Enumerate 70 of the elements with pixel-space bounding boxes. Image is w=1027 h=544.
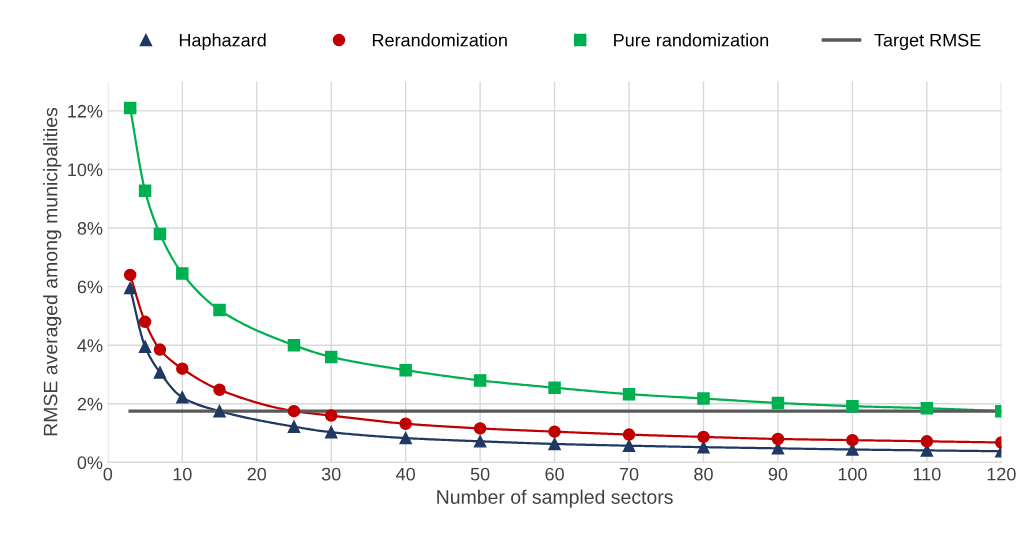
point bbox=[846, 399, 859, 413]
x-tick-label: 10 bbox=[173, 467, 192, 481]
point bbox=[697, 440, 710, 454]
point bbox=[920, 401, 934, 415]
x-tick-label: 60 bbox=[545, 467, 564, 481]
point bbox=[697, 392, 710, 405]
point bbox=[138, 340, 152, 353]
point bbox=[697, 430, 710, 444]
point bbox=[153, 227, 167, 241]
point bbox=[176, 362, 189, 375]
y-tick-label: 2% bbox=[77, 397, 103, 411]
x-tick-label: 110 bbox=[913, 467, 941, 481]
legend-label: Rerandomization bbox=[372, 33, 507, 47]
point bbox=[138, 315, 152, 329]
point bbox=[473, 422, 487, 435]
point bbox=[846, 433, 859, 447]
y-tick-label: 6% bbox=[77, 280, 103, 294]
x-tick-label: 100 bbox=[838, 467, 867, 481]
point bbox=[622, 428, 636, 441]
point bbox=[548, 381, 561, 394]
y-tick-label: 12% bbox=[68, 104, 103, 118]
point bbox=[771, 396, 785, 410]
x-tick-label: 20 bbox=[247, 467, 267, 481]
point bbox=[123, 101, 137, 115]
x-tick-label: 0 bbox=[103, 467, 113, 481]
x-tick-label: 30 bbox=[321, 467, 341, 481]
legend-label: Haphazard bbox=[179, 33, 266, 51]
y-tick-label: 4% bbox=[77, 339, 103, 352]
point bbox=[920, 444, 934, 457]
point bbox=[324, 350, 338, 364]
legend-label: Pure randomization bbox=[614, 33, 769, 47]
legend-label: Target RMSE bbox=[874, 33, 981, 51]
point bbox=[399, 417, 412, 430]
point bbox=[473, 435, 487, 448]
x-tick-label: 120 bbox=[987, 467, 1016, 481]
point bbox=[771, 432, 785, 446]
point bbox=[287, 338, 301, 352]
point bbox=[213, 303, 226, 317]
point bbox=[324, 409, 338, 422]
point bbox=[399, 431, 412, 445]
point bbox=[176, 391, 189, 404]
point bbox=[622, 439, 636, 452]
point bbox=[324, 425, 338, 439]
point bbox=[287, 404, 301, 418]
point bbox=[176, 267, 189, 280]
x-tick-label: 80 bbox=[694, 467, 713, 481]
x-tick-label: 50 bbox=[470, 467, 490, 481]
x-axis-title: Number of sampled sectors bbox=[437, 489, 673, 508]
x-tick-label: 70 bbox=[619, 467, 639, 481]
point bbox=[123, 281, 137, 295]
y-tick-label: 10% bbox=[68, 163, 103, 177]
y-tick-label: 8% bbox=[77, 222, 103, 235]
point bbox=[399, 363, 412, 377]
x-tick-label: 40 bbox=[396, 467, 415, 481]
point bbox=[622, 387, 636, 401]
y-axis-title: RMSE averaged among municipalities bbox=[43, 107, 62, 436]
point bbox=[138, 184, 152, 198]
point bbox=[920, 435, 934, 448]
y-tick-label: 0% bbox=[77, 456, 103, 470]
point bbox=[153, 366, 167, 379]
x-tick-label: 90 bbox=[768, 467, 788, 481]
point bbox=[287, 420, 301, 433]
point bbox=[473, 374, 487, 387]
point bbox=[153, 343, 167, 356]
point bbox=[548, 425, 561, 438]
point bbox=[213, 404, 226, 418]
point bbox=[213, 383, 226, 397]
point bbox=[123, 268, 137, 282]
point bbox=[771, 442, 785, 455]
point bbox=[548, 437, 561, 451]
